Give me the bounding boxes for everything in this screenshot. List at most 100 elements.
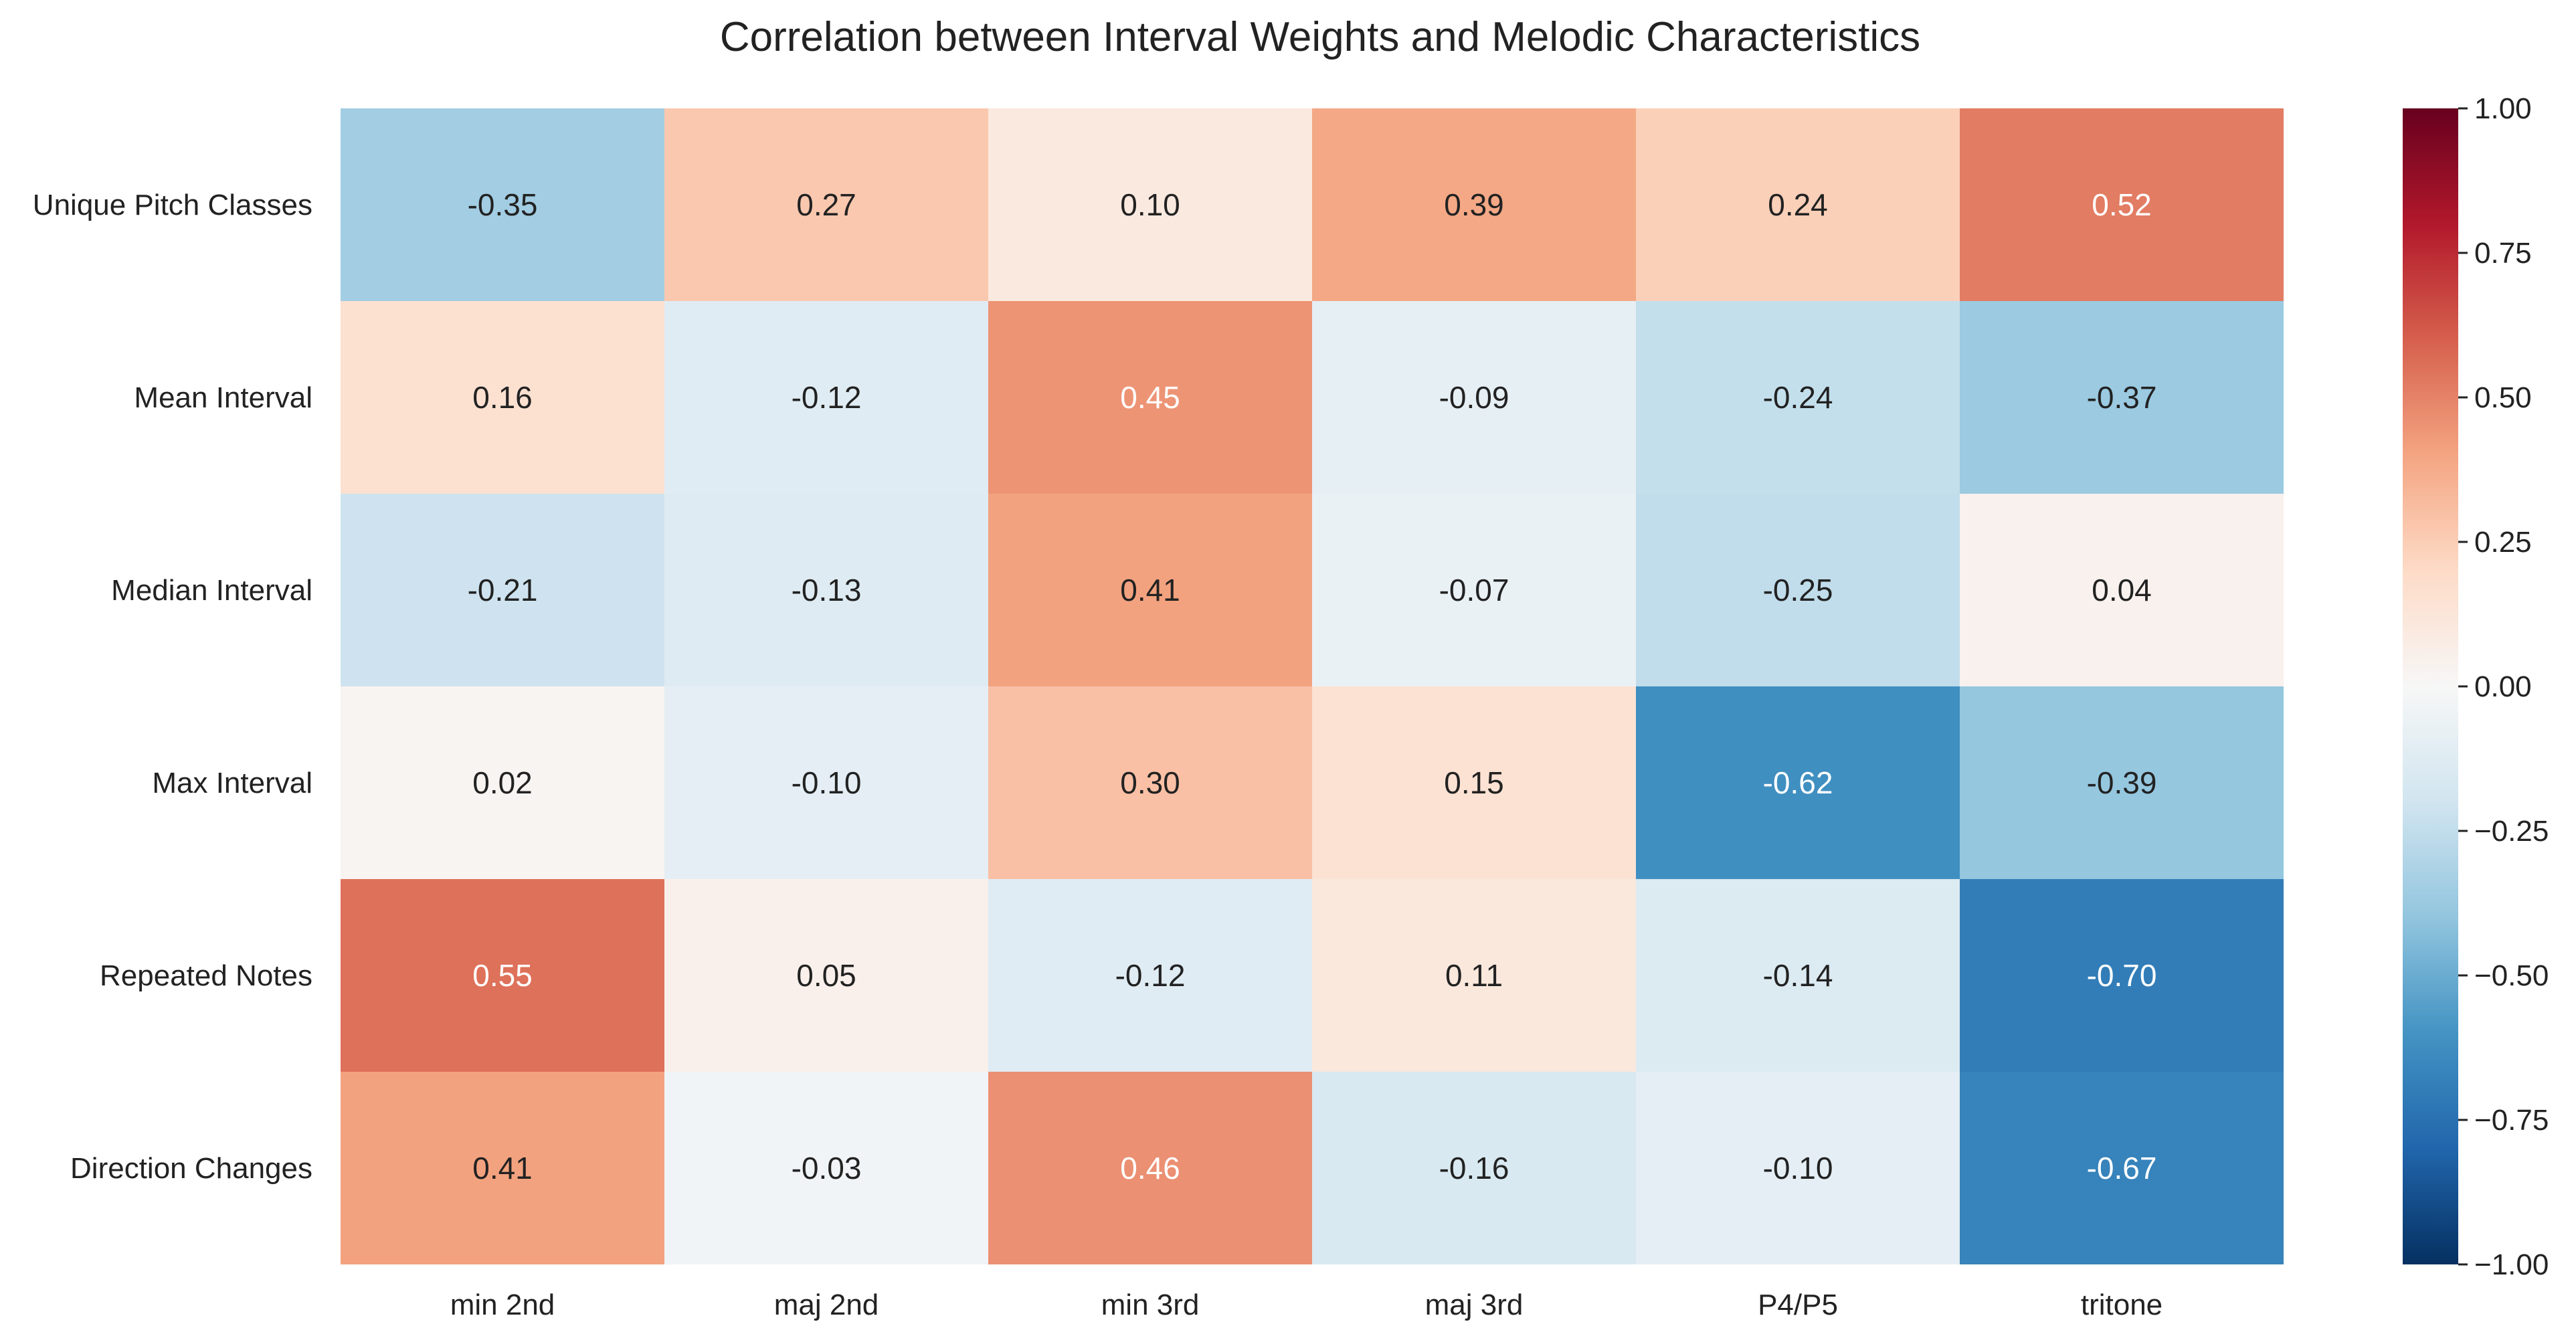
colorbar-tick-label: −0.50	[2474, 959, 2549, 992]
heatmap-cell	[341, 108, 664, 301]
heatmap-cell	[1960, 108, 2284, 301]
cell-value-label: -0.70	[2087, 958, 2157, 993]
cell-value-label: 0.46	[1120, 1151, 1180, 1185]
heatmap-cell	[664, 301, 988, 494]
heatmap-cell	[341, 494, 664, 686]
cell-value-label: 0.24	[1768, 187, 1828, 222]
cell-value-label: 0.41	[1120, 573, 1180, 607]
heatmap-cell	[341, 301, 664, 494]
heatmap-cell	[341, 879, 664, 1072]
cell-value-label: -0.24	[1763, 380, 1833, 415]
cell-value-label: 0.05	[796, 958, 856, 993]
cell-value-label: 0.10	[1120, 187, 1180, 222]
x-tick-label: tritone	[2081, 1289, 2163, 1321]
cell-value-label: -0.09	[1439, 380, 1509, 415]
cell-value-label: -0.10	[792, 765, 862, 800]
heatmap-cell	[1636, 108, 1960, 301]
cell-value-label: -0.25	[1763, 573, 1833, 607]
y-axis-tick-labels: Unique Pitch Classes Mean Interval Median …	[33, 189, 312, 1185]
heatmap-cell	[664, 108, 988, 301]
heatmap-cell	[1960, 879, 2284, 1072]
cell-value-label: 0.15	[1444, 765, 1504, 800]
heatmap-cell	[1636, 494, 1960, 686]
y-tick-label: Unique Pitch Classes	[33, 189, 312, 221]
cell-value-label: -0.10	[1763, 1151, 1833, 1185]
colorbar-tick-label: −0.25	[2474, 815, 2549, 848]
heatmap-cell	[1636, 686, 1960, 879]
cell-value-label: -0.12	[792, 380, 862, 415]
cell-value-label: 0.02	[472, 765, 533, 800]
colorbar-tick-label: 0.00	[2474, 670, 2532, 703]
heatmap-cell	[1312, 1072, 1636, 1264]
cell-value-label: -0.67	[2087, 1151, 2157, 1185]
cell-value-label: -0.14	[1763, 958, 1833, 993]
cell-value-label: -0.21	[468, 573, 538, 607]
x-tick-label: min 2nd	[450, 1289, 555, 1321]
cell-value-label: 0.39	[1444, 187, 1504, 222]
y-tick-label: Direction Changes	[70, 1152, 312, 1185]
heatmap-cell	[664, 1072, 988, 1264]
heatmap-cell	[1960, 686, 2284, 879]
heatmap-cell	[988, 1072, 1312, 1264]
heatmap-cell	[1312, 494, 1636, 686]
colorbar-tick-label: −1.00	[2474, 1248, 2549, 1281]
cell-value-label: 0.11	[1445, 958, 1503, 993]
cell-value-label: 0.41	[472, 1151, 533, 1185]
heatmap-cell	[341, 686, 664, 879]
colorbar-tick-label: 0.25	[2474, 526, 2532, 559]
heatmap-cell	[988, 108, 1312, 301]
x-tick-label: maj 3rd	[1425, 1289, 1524, 1321]
heatmap-cell	[1960, 1072, 2284, 1264]
cell-value-label: 0.04	[2092, 573, 2152, 607]
heatmap-cell	[988, 301, 1312, 494]
colorbar-tick-label: 0.75	[2474, 237, 2532, 270]
heatmap-cell	[664, 494, 988, 686]
heatmap-cell	[664, 879, 988, 1072]
heatmap-cell	[1312, 108, 1636, 301]
cell-value-label: -0.35	[468, 187, 538, 222]
cell-value-label: 0.45	[1120, 380, 1180, 415]
cell-value-label: -0.12	[1115, 958, 1186, 993]
heatmap-cell	[341, 1072, 664, 1264]
heatmap-cells: -0.35 0.27 0.10 0.39 0.24 0.52 0.16 -0.12 0.45 -0…	[341, 108, 2284, 1264]
y-tick-label: Repeated Notes	[100, 959, 312, 992]
colorbar-tick-label: −0.75	[2474, 1104, 2549, 1137]
heatmap-cell	[1312, 301, 1636, 494]
x-tick-label: min 3rd	[1101, 1289, 1200, 1321]
heatmap-cell	[664, 686, 988, 879]
heatmap-cell	[1960, 301, 2284, 494]
y-tick-label: Max Interval	[152, 767, 312, 799]
cell-value-label: -0.39	[2087, 765, 2157, 800]
colorbar-gradient	[2403, 108, 2458, 1264]
heatmap-cell	[988, 494, 1312, 686]
cell-value-label: 0.27	[796, 187, 856, 222]
chart-title: Correlation between Interval Weights and…	[720, 14, 1920, 60]
heatmap-cell	[1636, 1072, 1960, 1264]
cell-value-label: -0.37	[2087, 380, 2157, 415]
heatmap-cell	[1312, 879, 1636, 1072]
heatmap-cell	[1312, 686, 1636, 879]
heatmap-cell	[1636, 301, 1960, 494]
heatmap-cell	[988, 686, 1312, 879]
colorbar: 1.00 0.75 0.50 0.25 0.00 −0.25 −0.50 −0.75 −1.00	[2403, 92, 2549, 1281]
x-axis-tick-labels: min 2nd maj 2nd min 3rd maj 3rd P4/P5 tritone	[450, 1289, 2163, 1321]
cell-value-label: 0.16	[472, 380, 533, 415]
y-tick-label: Mean Interval	[134, 381, 312, 414]
x-tick-label: maj 2nd	[774, 1289, 879, 1321]
cell-value-label: 0.52	[2092, 187, 2152, 222]
colorbar-tick-label: 1.00	[2474, 92, 2532, 125]
cell-value-label: 0.55	[472, 958, 533, 993]
heatmap-cell	[1636, 879, 1960, 1072]
cell-value-label: -0.16	[1439, 1151, 1509, 1185]
heatmap-cell	[988, 879, 1312, 1072]
x-tick-label: P4/P5	[1758, 1289, 1838, 1321]
cell-value-label: -0.62	[1763, 765, 1833, 800]
cell-value-label: -0.13	[792, 573, 862, 607]
cell-value-label: -0.07	[1439, 573, 1509, 607]
cell-value-label: -0.03	[792, 1151, 862, 1185]
cell-value-label: 0.30	[1120, 765, 1180, 800]
heatmap-cell	[1960, 494, 2284, 686]
colorbar-tick-label: 0.50	[2474, 381, 2532, 414]
y-tick-label: Median Interval	[111, 574, 312, 607]
